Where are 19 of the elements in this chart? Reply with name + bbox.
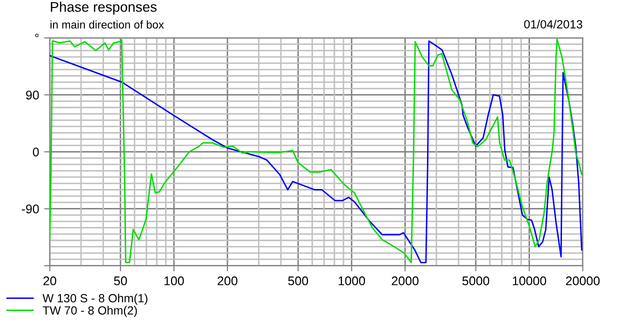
chart-subtitle: in main direction of box — [50, 20, 164, 29]
text: 01/04/2013 — [524, 20, 582, 28]
legend-label: W 130 S - 8 Ohm(1) — [42, 294, 148, 305]
y-tick-label: 90 — [26, 90, 39, 100]
x-tick-label: 20000 — [566, 276, 600, 286]
x-tick-label: 20 — [43, 276, 56, 286]
x-tick-label: 1000 — [338, 276, 366, 286]
x-tick-label: 50 — [114, 276, 127, 286]
x-tick-label: 500 — [288, 276, 308, 286]
x-tick-label: 5000 — [462, 276, 490, 286]
chart-title: Phase responses — [50, 2, 157, 15]
y-tick-label: -90 — [22, 204, 39, 214]
legend-label: TW 70 - 8 Ohm(2) — [42, 306, 137, 317]
y-tick-label: 0 — [32, 148, 39, 156]
x-tick-label: 10000 — [512, 276, 546, 286]
y-tick-label: ° — [35, 34, 39, 38]
x-tick-label: 100 — [164, 276, 184, 286]
x-tick-label: 200 — [218, 276, 238, 286]
x-tick-label: 2000 — [392, 276, 419, 286]
